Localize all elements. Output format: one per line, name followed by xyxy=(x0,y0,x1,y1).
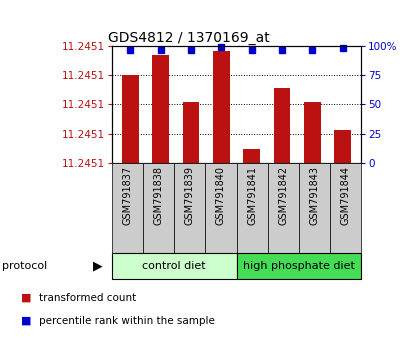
Bar xyxy=(243,149,260,163)
Text: percentile rank within the sample: percentile rank within the sample xyxy=(39,316,215,326)
Text: GSM791842: GSM791842 xyxy=(278,166,288,225)
Text: ▶: ▶ xyxy=(93,259,103,272)
Text: ■: ■ xyxy=(21,293,31,303)
Text: GSM791838: GSM791838 xyxy=(154,166,164,225)
Bar xyxy=(213,51,230,163)
Bar xyxy=(334,130,351,163)
Text: protocol: protocol xyxy=(2,261,47,271)
Bar xyxy=(152,55,169,163)
Bar xyxy=(183,102,199,163)
Text: high phosphate diet: high phosphate diet xyxy=(243,261,355,271)
Text: control diet: control diet xyxy=(142,261,206,271)
Text: GSM791837: GSM791837 xyxy=(122,166,133,225)
Text: transformed count: transformed count xyxy=(39,293,137,303)
Text: GSM791843: GSM791843 xyxy=(309,166,320,225)
Text: GSM791840: GSM791840 xyxy=(216,166,226,225)
Bar xyxy=(304,102,321,163)
Text: ■: ■ xyxy=(21,316,31,326)
Text: GSM791844: GSM791844 xyxy=(340,166,351,225)
Bar xyxy=(274,88,290,163)
Text: GSM791841: GSM791841 xyxy=(247,166,257,225)
Text: GSM791839: GSM791839 xyxy=(185,166,195,225)
Text: GDS4812 / 1370169_at: GDS4812 / 1370169_at xyxy=(108,31,270,45)
Bar xyxy=(122,75,139,163)
